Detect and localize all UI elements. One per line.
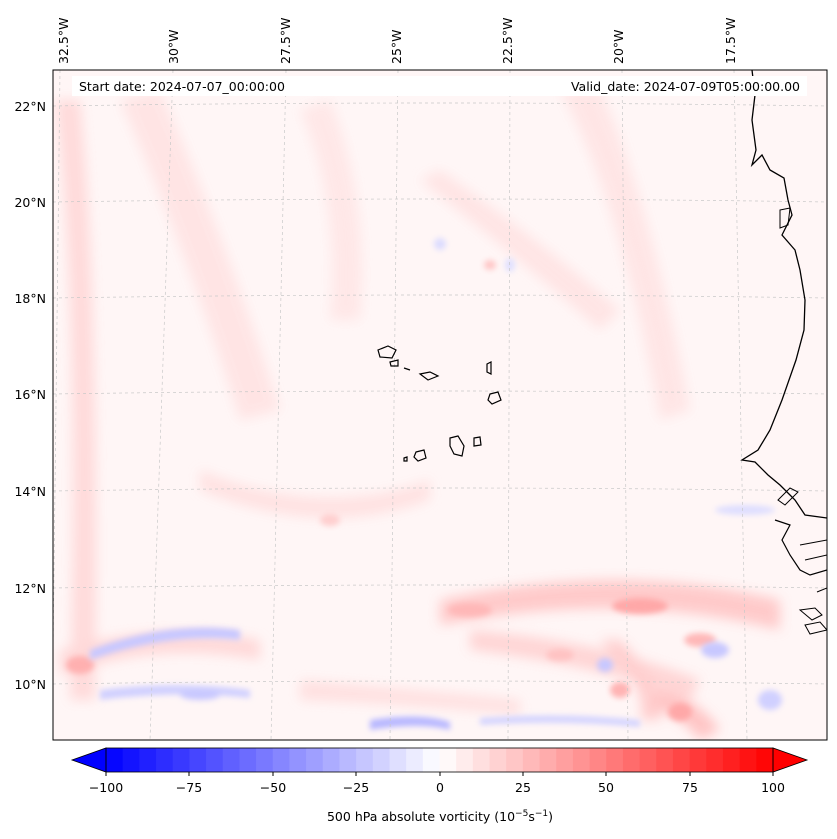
lon-label-27-5w: 27.5°W <box>278 18 293 64</box>
colorbar-band <box>122 748 140 772</box>
colorbar-band <box>239 748 257 772</box>
colorbar-band <box>322 748 341 772</box>
colorbar-band <box>639 748 657 772</box>
lat-label-16n: 16°N <box>14 387 46 402</box>
start-date-text: Start date: 2024-07-07_00:00:00 <box>79 79 285 94</box>
colorbar-band <box>389 748 407 772</box>
colorbar-band <box>556 748 574 772</box>
colorbar-band <box>506 748 524 772</box>
cbar-tick-label: −25 <box>343 780 369 795</box>
colorbar-band <box>589 748 607 772</box>
lat-label-12n: 12°N <box>14 581 46 596</box>
africa-coastline <box>740 70 827 519</box>
colorbar-ticks <box>105 772 774 776</box>
colorbar-band <box>189 748 207 772</box>
colorbar-band <box>489 748 507 772</box>
cbar-tick-label: 25 <box>515 780 531 795</box>
colorbar-band <box>356 748 374 772</box>
lon-label-17-5w: 17.5°W <box>723 18 738 64</box>
colorbar-band <box>572 748 591 772</box>
latitude-labels: 22°N 20°N 18°N 16°N 14°N 12°N 10°N <box>14 99 46 692</box>
colorbar-band <box>706 748 724 772</box>
lat-label-22n: 22°N <box>14 99 46 114</box>
colorbar-band <box>439 748 457 772</box>
colorbar: −100 −75 −50 −25 0 25 50 75 100 500 hPa … <box>70 747 809 824</box>
lat-label-18n: 18°N <box>14 291 46 306</box>
colorbar-band <box>172 748 190 772</box>
colorbar-extend-max <box>772 747 809 773</box>
colorbar-band <box>472 748 491 772</box>
lon-label-20w: 20°W <box>611 29 626 64</box>
colorbar-band <box>672 748 691 772</box>
colorbar-extend-min <box>70 747 107 773</box>
lon-label-32-5w: 32.5°W <box>56 18 71 64</box>
colorbar-band <box>606 748 624 772</box>
colorbar-band <box>722 748 741 772</box>
cape-verde-islands <box>377 345 502 462</box>
colorbar-band <box>422 748 441 772</box>
cbar-tick-label: 50 <box>598 780 614 795</box>
longitude-labels: 32.5°W 30°W 27.5°W 25°W 22.5°W 20°W 17.5… <box>56 18 738 64</box>
cbar-tick-label: −50 <box>260 780 286 795</box>
colorbar-band <box>656 748 674 772</box>
colorbar-band <box>372 748 391 772</box>
colorbar-band <box>206 748 224 772</box>
colorbar-band <box>456 748 474 772</box>
colorbar-band <box>406 748 424 772</box>
colorbar-band <box>139 748 157 772</box>
cbar-tick-label: −100 <box>89 780 123 795</box>
colorbar-band <box>522 748 541 772</box>
lon-label-25w: 25°W <box>389 29 404 64</box>
cbar-tick-label: 100 <box>761 780 785 795</box>
colorbar-band <box>222 748 241 772</box>
colorbar-band <box>339 748 357 772</box>
colorbar-label: 500 hPa absolute vorticity (10−5s−1) <box>327 809 553 824</box>
cbar-tick-label: −75 <box>176 780 202 795</box>
colorbar-bands <box>106 748 774 772</box>
colorbar-band <box>622 748 641 772</box>
colorbar-band <box>756 748 774 772</box>
colorbar-band <box>539 748 557 772</box>
valid-date-text: Valid_date: 2024-07-09T05:00:00.00 <box>571 79 800 94</box>
colorbar-band <box>739 748 757 772</box>
colorbar-band <box>272 748 291 772</box>
cbar-tick-label: 0 <box>436 780 444 795</box>
cbar-tick-label: 75 <box>682 780 698 795</box>
colorbar-band <box>256 748 274 772</box>
lat-label-20n: 20°N <box>14 195 46 210</box>
map-frame <box>52 69 828 741</box>
graticule <box>53 70 827 740</box>
colorbar-band <box>106 748 124 772</box>
vorticity-field <box>53 70 827 740</box>
colorbar-band <box>689 748 707 772</box>
lon-label-30w: 30°W <box>166 29 181 64</box>
lon-label-22-5w: 22.5°W <box>500 18 515 64</box>
colorbar-band <box>156 748 174 772</box>
colorbar-band <box>289 748 307 772</box>
lat-label-10n: 10°N <box>14 677 46 692</box>
colorbar-band <box>306 748 324 772</box>
lat-label-14n: 14°N <box>14 484 46 499</box>
info-box <box>72 76 807 96</box>
